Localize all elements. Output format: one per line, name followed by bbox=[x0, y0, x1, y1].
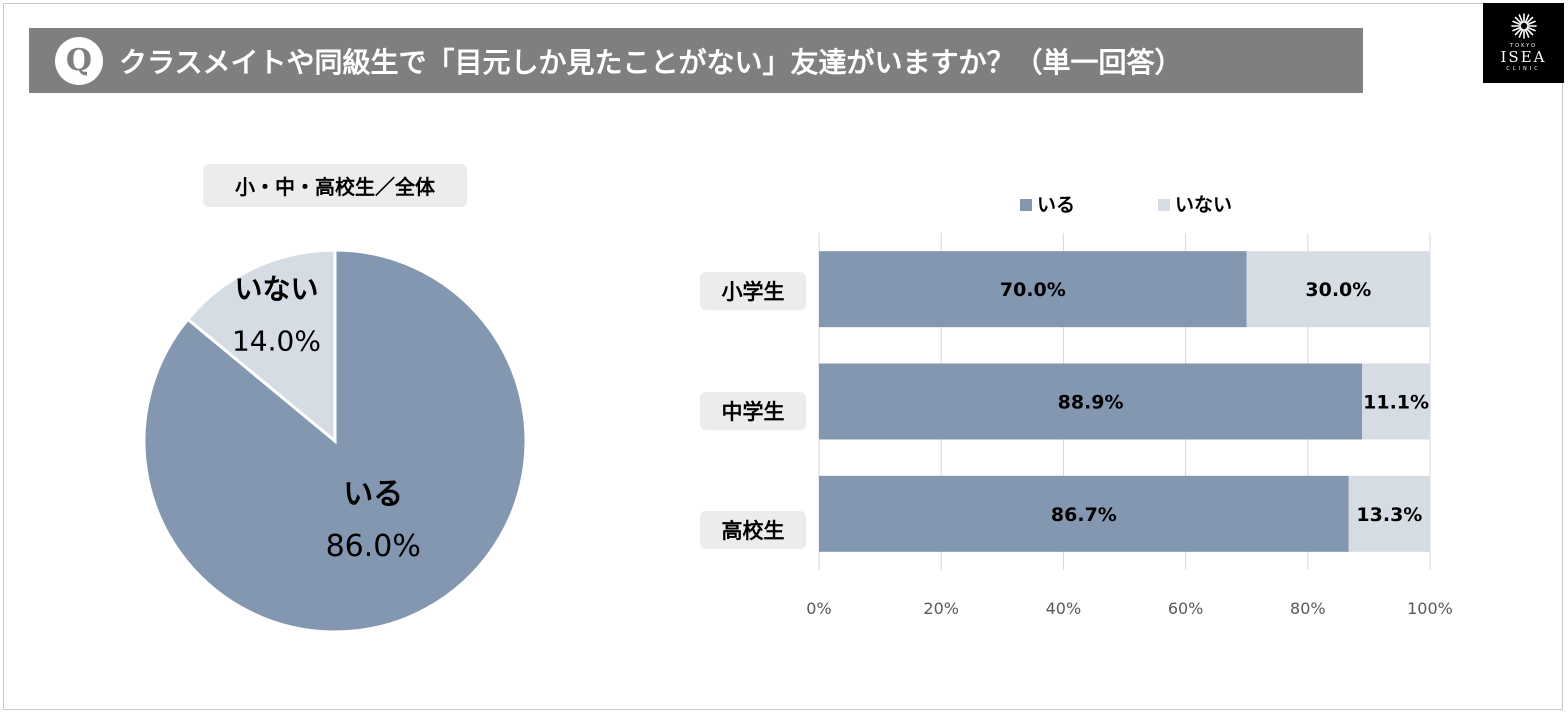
pie-slice-value: 14.0% bbox=[232, 325, 321, 358]
bar-segment-inai bbox=[1362, 363, 1430, 440]
bar-segment-iru bbox=[819, 251, 1247, 328]
pie-slice-name: いる bbox=[343, 477, 403, 512]
question-title-bar: Q クラスメイトや同級生で「目元しか見たことがない」友達がいますか？（単一回答） bbox=[29, 28, 1363, 93]
bar-data-label: 30.0% bbox=[1305, 279, 1371, 301]
pie-slice-inai bbox=[185, 248, 337, 445]
flower-icon bbox=[1511, 13, 1537, 39]
x-tick-label: 100% bbox=[1407, 599, 1453, 618]
bar-segment-inai bbox=[1246, 251, 1430, 328]
question-title: クラスメイトや同級生で「目元しか見たことがない」友達がいますか？（単一回答） bbox=[119, 45, 1183, 79]
bar-segment-iru bbox=[819, 363, 1363, 440]
x-tick-label: 40% bbox=[1046, 599, 1082, 618]
logo-clinic-text: CLINIC bbox=[1506, 66, 1541, 72]
bar-data-label: 13.3% bbox=[1356, 504, 1422, 526]
legend-swatch-inai bbox=[1158, 199, 1170, 211]
pie-slice-value: 86.0% bbox=[326, 529, 421, 564]
category-label-junior-high: 中学生 bbox=[700, 392, 806, 430]
legend-label: いない bbox=[1175, 194, 1232, 216]
logo-tokyo-text: TOKYO bbox=[1510, 43, 1537, 49]
pie-slice-name: いない bbox=[234, 273, 318, 306]
bar-segment-inai bbox=[1348, 475, 1430, 552]
bar-data-label: 86.7% bbox=[1051, 504, 1117, 526]
pie-chart: いる 86.0% いない 14.0% bbox=[142, 248, 528, 634]
legend-swatch-iru bbox=[1020, 199, 1032, 211]
logo-isea-text: ISEA bbox=[1500, 48, 1547, 66]
isea-clinic-logo: TOKYO ISEA CLINIC bbox=[1483, 3, 1564, 83]
legend-label: いる bbox=[1037, 194, 1075, 216]
bar-data-label: 88.9% bbox=[1058, 392, 1124, 414]
category-label-high-school: 高校生 bbox=[700, 511, 806, 549]
pie-chart-title: 小・中・高校生／全体 bbox=[203, 164, 467, 207]
chart-frame bbox=[3, 3, 1563, 710]
category-label-elementary: 小学生 bbox=[700, 272, 806, 310]
q-badge: Q bbox=[55, 36, 103, 85]
stacked-bar-chart: 0% 20% 40% 60% 80% 100% いる いない 70.0% 30.0% 88.9% 11… bbox=[806, 194, 1453, 618]
bar-data-label: 70.0% bbox=[1000, 279, 1066, 301]
x-tick-label: 20% bbox=[923, 599, 959, 618]
x-tick-label: 60% bbox=[1168, 599, 1204, 618]
bar-data-label: 11.1% bbox=[1363, 392, 1429, 414]
x-tick-label: 80% bbox=[1290, 599, 1326, 618]
x-tick-label: 0% bbox=[806, 599, 831, 618]
bar-segment-iru bbox=[819, 475, 1349, 552]
